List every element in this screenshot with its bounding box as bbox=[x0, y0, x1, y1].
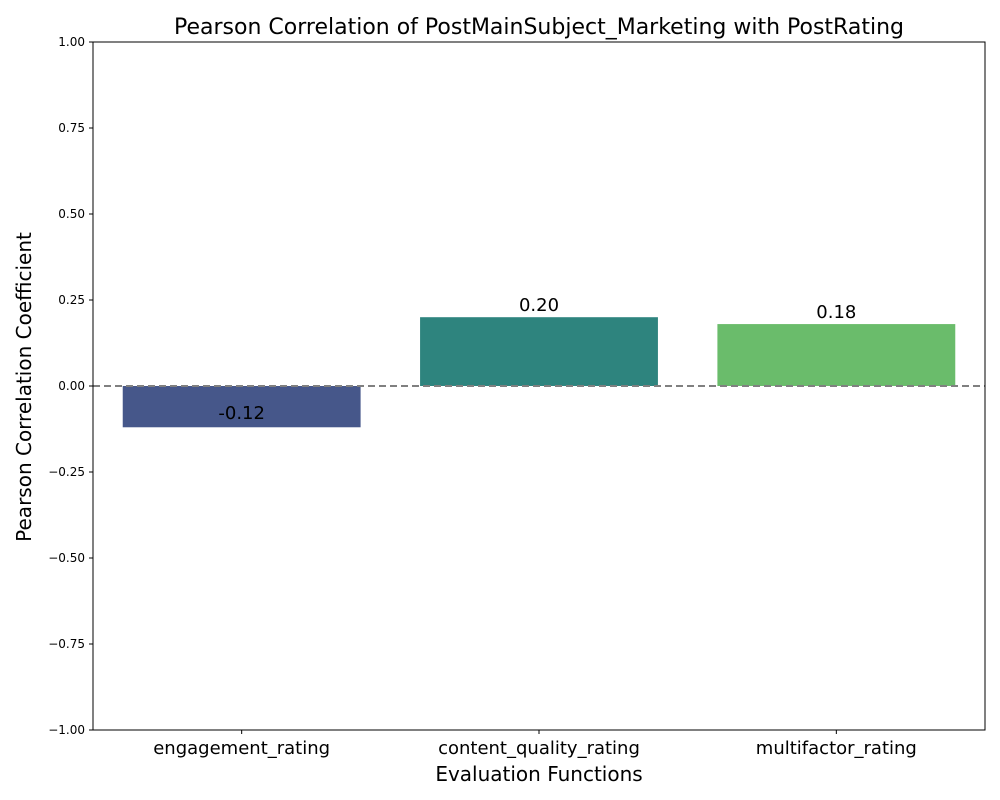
chart-title: Pearson Correlation of PostMainSubject_M… bbox=[174, 15, 904, 40]
y-axis-label: Pearson Correlation Coefficient bbox=[12, 232, 36, 542]
bars-layer bbox=[122, 317, 956, 428]
y-tick-label: 0.00 bbox=[58, 379, 85, 393]
data-label: 0.20 bbox=[519, 295, 559, 316]
ticks-layer: −1.00 −0.75 −0.50 −0.25 0.00 0.25 0.50 0.75 1.00… bbox=[48, 35, 917, 759]
y-tick-label: 0.50 bbox=[58, 207, 85, 221]
data-label: 0.18 bbox=[816, 302, 856, 323]
plot-frame bbox=[92, 41, 986, 731]
y-tick-label: 1.00 bbox=[58, 35, 85, 49]
y-tick-label: −0.75 bbox=[48, 637, 85, 651]
x-tick-label: engagement_rating bbox=[153, 738, 330, 759]
x-tick-label: content_quality_rating bbox=[438, 738, 640, 759]
bar-multifactor_rating bbox=[717, 324, 956, 386]
x-tick-label: multifactor_rating bbox=[756, 738, 917, 759]
y-tick-label: 0.75 bbox=[58, 121, 85, 135]
y-tick-label: 0.25 bbox=[58, 293, 85, 307]
x-axis-label: Evaluation Functions bbox=[435, 762, 642, 786]
y-tick-label: −0.50 bbox=[48, 551, 85, 565]
bar-content_quality_rating bbox=[420, 317, 658, 386]
bar-engagement_rating bbox=[122, 386, 361, 428]
labels-layer: -0.12 0.20 0.18 bbox=[218, 295, 856, 424]
y-tick-label: −1.00 bbox=[48, 723, 85, 737]
y-tick-label: −0.25 bbox=[48, 465, 85, 479]
data-label: -0.12 bbox=[218, 403, 265, 424]
